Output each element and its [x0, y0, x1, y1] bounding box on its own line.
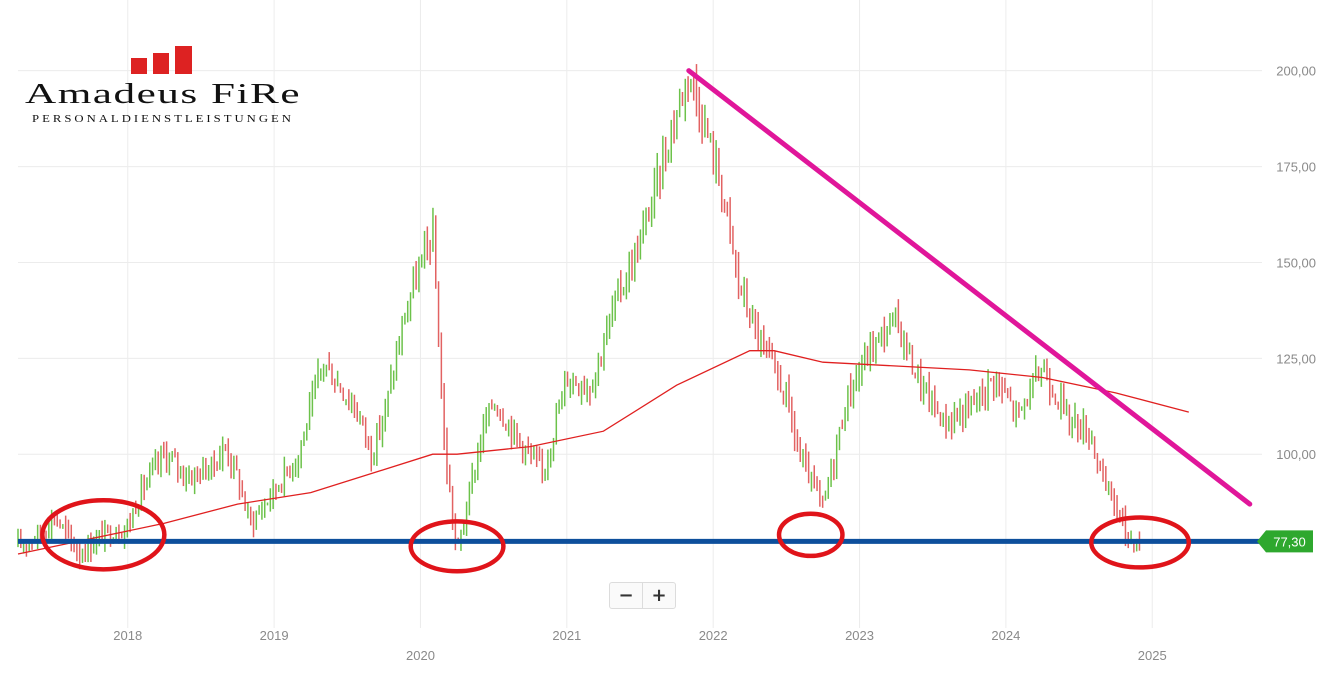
moving-average-line	[17, 350, 1189, 555]
company-logo: Amadeus FiRe PERSONALDIENSTLEISTUNGEN	[25, 46, 301, 125]
y-tick-label: 200,00	[1276, 64, 1316, 79]
x-tick-label: 2020	[406, 648, 435, 663]
x-tick-label: 2021	[552, 628, 581, 643]
price-tag: 77,30	[1257, 530, 1313, 553]
zoom-out-button[interactable]: −	[618, 585, 634, 606]
logo-mark-bar-2	[153, 53, 169, 74]
downtrend-line	[686, 68, 1253, 507]
logo-mark-bar-1	[131, 58, 147, 74]
highlight-circles	[40, 498, 1192, 574]
zoom-in-button[interactable]: +	[642, 583, 675, 608]
x-axis: 2018 2019 2020 2021 2022 2023 2024 2025	[113, 628, 1166, 663]
highlight-circle	[1089, 515, 1192, 570]
grid	[18, 0, 1262, 628]
highlight-circle	[40, 498, 167, 572]
highlight-circle	[776, 511, 845, 559]
logo-tagline: PERSONALDIENSTLEISTUNGEN	[32, 113, 294, 125]
y-axis: 100,00 125,00 150,00 175,00 200,00	[1276, 64, 1316, 463]
x-tick-label: 2019	[260, 628, 289, 643]
price-tag-shape	[1257, 530, 1313, 553]
zoom-controls: − +	[609, 582, 676, 609]
x-tick-label: 2018	[113, 628, 142, 643]
y-tick-label: 150,00	[1276, 255, 1316, 270]
logo-mark-bar-3	[175, 46, 192, 74]
logo-name: Amadeus FiRe	[25, 78, 301, 110]
price-bars	[17, 64, 1141, 570]
highlight-circle	[408, 519, 506, 574]
y-tick-label: 100,00	[1276, 447, 1316, 462]
y-tick-label: 175,00	[1276, 160, 1316, 175]
x-tick-label: 2025	[1138, 648, 1167, 663]
x-tick-label: 2024	[991, 628, 1020, 643]
y-tick-label: 125,00	[1276, 351, 1316, 366]
price-tag-label: 77,30	[1273, 534, 1306, 549]
x-tick-label: 2022	[699, 628, 728, 643]
x-tick-label: 2023	[845, 628, 874, 643]
